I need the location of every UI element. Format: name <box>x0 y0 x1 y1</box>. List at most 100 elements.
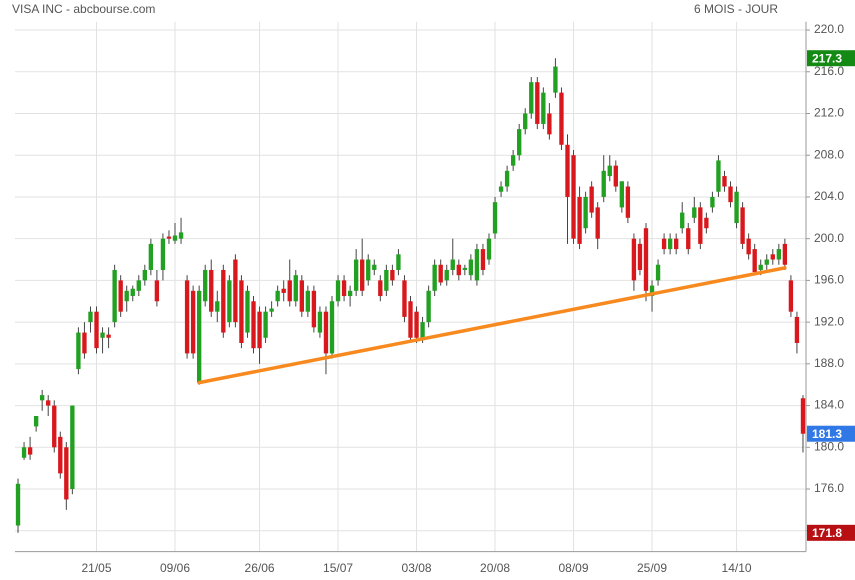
candle-body <box>450 259 455 270</box>
candle-body <box>649 285 655 297</box>
candle-body <box>215 301 220 312</box>
candle-body <box>329 301 335 354</box>
candle-body <box>184 280 190 354</box>
candle-body <box>335 280 341 302</box>
candle-body <box>571 155 576 239</box>
candle-body <box>402 280 407 317</box>
candle-body <box>692 207 697 218</box>
candle-body <box>625 186 631 218</box>
candle-body <box>269 308 274 312</box>
candle-body <box>323 311 329 354</box>
y-tick-label: 212.0 <box>814 106 844 120</box>
candle-body <box>758 264 763 270</box>
candle-body <box>462 267 468 270</box>
candle-body <box>740 207 745 244</box>
candle-body <box>347 290 353 297</box>
y-tick-label: 204.0 <box>814 189 844 203</box>
candle-body <box>64 447 69 500</box>
y-tick-label: 196.0 <box>814 273 844 287</box>
x-tick-label: 26/06 <box>245 561 275 575</box>
candle-body <box>468 259 474 276</box>
candle-body <box>148 243 154 270</box>
candle-body <box>794 316 800 343</box>
y-tick-label: 180.0 <box>814 439 844 453</box>
y-tick-label: 176.0 <box>814 481 844 495</box>
candle-body <box>58 436 63 474</box>
candle-body <box>498 186 504 192</box>
candle-body <box>408 301 413 338</box>
trendline <box>197 266 787 385</box>
candle-body <box>619 181 625 208</box>
candle-body <box>432 264 437 291</box>
candle-body <box>39 395 45 401</box>
candle-body <box>136 280 141 291</box>
candle-body <box>360 259 365 291</box>
candle-body <box>486 238 492 260</box>
candle-body <box>583 196 588 229</box>
candle-body <box>698 207 703 244</box>
candle-body <box>94 311 99 349</box>
candle-body <box>299 280 304 312</box>
candle-body <box>680 212 685 229</box>
candle-body <box>438 264 443 283</box>
candle-body <box>130 288 135 297</box>
candle-body <box>317 311 323 333</box>
candle-body <box>589 186 594 213</box>
candle-body <box>517 129 522 156</box>
candle-body <box>710 196 715 208</box>
price-marker <box>807 50 855 67</box>
candle-body <box>529 82 534 114</box>
y-tick-label: 188.0 <box>814 356 844 370</box>
candle-body <box>100 332 105 338</box>
candle-body <box>734 191 739 224</box>
price-marker <box>807 425 855 442</box>
candle-body <box>553 66 558 93</box>
x-tick-label: 21/05 <box>81 561 111 575</box>
x-tick-label: 15/07 <box>323 561 353 575</box>
candle-body <box>595 207 600 239</box>
candle-body <box>118 280 123 312</box>
x-tick-label: 08/09 <box>559 561 589 575</box>
candle-body <box>510 155 516 166</box>
candle-body <box>275 290 280 302</box>
candle-body <box>154 280 160 302</box>
candle-body <box>372 264 377 270</box>
candle-body <box>752 249 757 273</box>
candle-body <box>172 235 178 241</box>
candle-body <box>492 202 498 234</box>
y-tick-label: 216.0 <box>814 64 844 78</box>
candle-body <box>559 92 564 145</box>
candle-body <box>52 405 57 448</box>
candle-body <box>655 264 661 281</box>
candle-body <box>788 280 794 312</box>
candle-body <box>704 217 709 229</box>
candle-body <box>716 160 721 192</box>
candle-body <box>480 249 486 270</box>
candle-body <box>414 311 419 338</box>
candle-body <box>686 228 691 250</box>
candle-body <box>782 243 788 265</box>
y-tick-label: 208.0 <box>814 147 844 161</box>
candle-body <box>82 332 87 354</box>
candle-body <box>166 236 172 239</box>
candle-body <box>112 269 117 323</box>
candle-body <box>209 269 214 312</box>
candle-body <box>643 228 649 291</box>
x-tick-label: 09/06 <box>160 561 190 575</box>
candle-body <box>124 290 129 302</box>
candle-body <box>293 275 298 302</box>
candle-body <box>420 322 425 338</box>
candle-body <box>504 170 510 187</box>
candle-body <box>456 264 461 276</box>
candle-body <box>728 186 733 203</box>
candle-body <box>535 82 540 124</box>
candle-body <box>178 232 184 239</box>
candle-body <box>33 415 39 427</box>
candle-body <box>70 405 75 490</box>
candle-body <box>305 290 311 312</box>
candle-body <box>637 243 643 270</box>
candle-body <box>523 113 528 130</box>
candle-body <box>667 238 673 250</box>
y-tick-label: 200.0 <box>814 231 844 245</box>
candle-body <box>15 483 21 526</box>
